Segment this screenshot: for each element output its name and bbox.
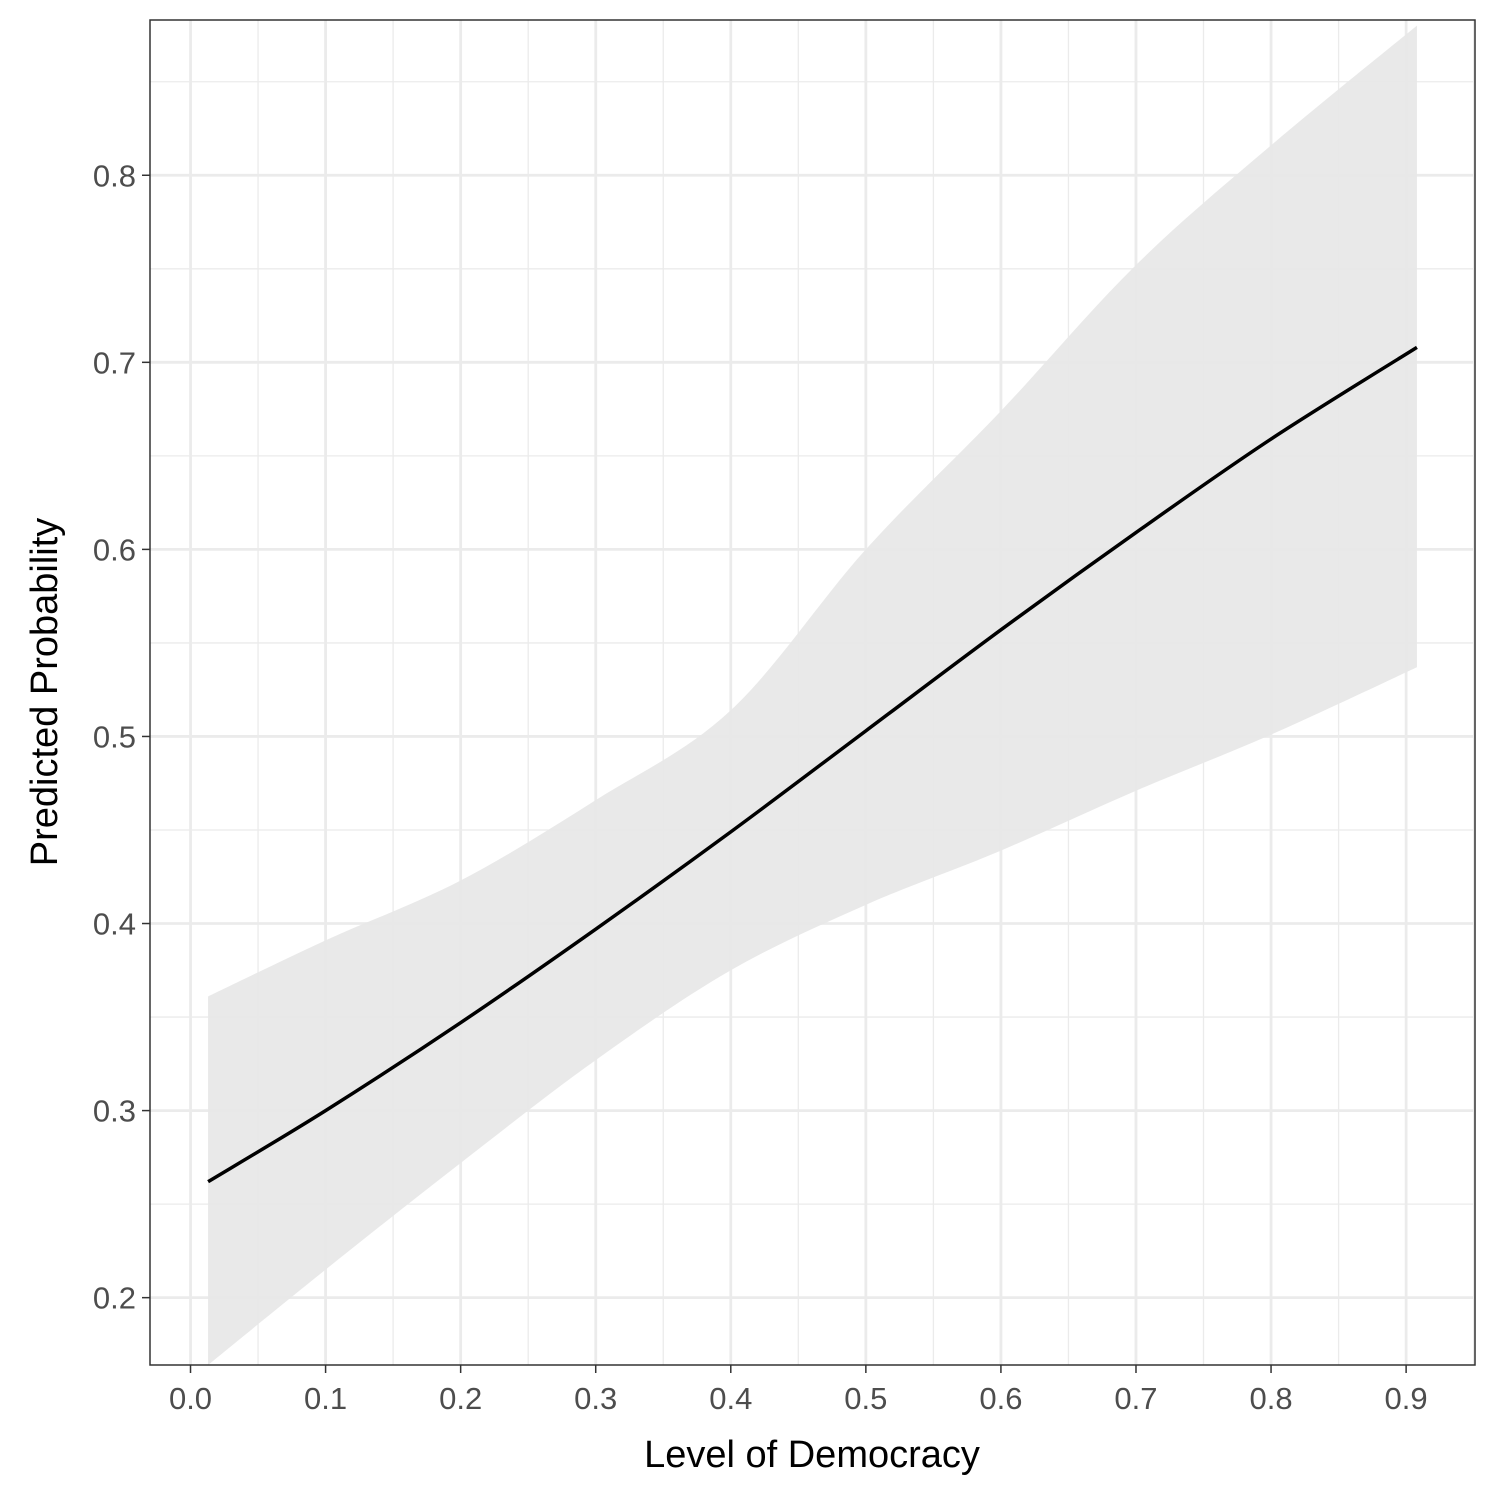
x-axis-label: Level of Democracy xyxy=(644,1434,980,1476)
x-tick-label: 0.9 xyxy=(1385,1381,1428,1416)
x-tick-label: 0.4 xyxy=(709,1381,752,1416)
y-tick-label: 0.3 xyxy=(93,1094,136,1129)
x-tick-label: 0.8 xyxy=(1249,1381,1292,1416)
x-tick-label: 0.0 xyxy=(169,1381,212,1416)
prediction-line xyxy=(207,345,1418,1184)
y-tick-label: 0.6 xyxy=(93,532,136,567)
y-tick-label: 0.7 xyxy=(93,345,136,380)
y-tick-label: 0.4 xyxy=(93,907,136,942)
x-tick-label: 0.5 xyxy=(844,1381,887,1416)
x-tick-label: 0.7 xyxy=(1114,1381,1157,1416)
y-tick-label: 0.5 xyxy=(93,719,136,754)
y-axis-label: Predicted Probability xyxy=(24,518,66,867)
x-tick-label: 0.2 xyxy=(439,1381,482,1416)
x-tick-label: 0.6 xyxy=(979,1381,1022,1416)
x-tick-label: 0.1 xyxy=(304,1381,347,1416)
panel-border xyxy=(149,19,1476,1366)
confidence-ribbon xyxy=(208,25,1417,1366)
x-tick-label: 0.3 xyxy=(574,1381,617,1416)
axis-ticks: 0.0 0.1 0.2 0.3 0.4 0.5 0.6 0.7 0.8 0.9 0.2 0.3 0.4 0… xyxy=(93,158,1428,1416)
y-tick-label: 0.8 xyxy=(93,158,136,193)
y-tick-label: 0.2 xyxy=(93,1281,136,1316)
